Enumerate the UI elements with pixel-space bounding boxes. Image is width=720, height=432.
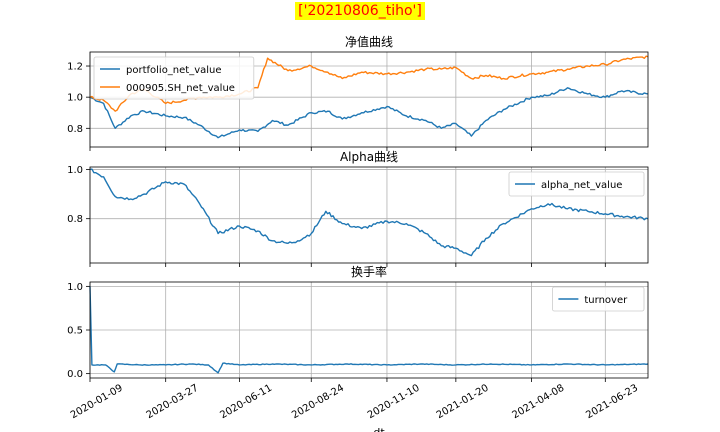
y-tick-label: 0.8 xyxy=(67,214,83,225)
panel-title: Alpha曲线 xyxy=(340,150,398,164)
figure-suptitle: ['20210806_tiho'] xyxy=(295,2,425,20)
x-tick-label: 2020-06-11 xyxy=(218,383,274,422)
y-tick-label: 1.0 xyxy=(67,165,83,176)
legend-label: portfolio_net_value xyxy=(126,65,222,76)
axes-frame-3 xyxy=(89,281,649,379)
x-tick-label: 2021-06-23 xyxy=(584,383,640,422)
x-tick-label: 2020-01-09 xyxy=(69,383,125,422)
y-tick-label: 1.2 xyxy=(67,62,83,73)
x-tick-label: 2020-08-24 xyxy=(290,383,346,422)
legend-label: turnover xyxy=(584,295,628,306)
y-tick-label: 0.8 xyxy=(67,124,83,135)
x-tick-label: 2021-01-20 xyxy=(435,383,491,422)
y-tick-label: 0.0 xyxy=(67,369,83,380)
panel-title: 净值曲线 xyxy=(345,34,393,49)
x-tick-label: 2020-03-27 xyxy=(145,383,201,422)
series-line-turnover xyxy=(89,286,649,374)
x-tick-label: 2020-11-10 xyxy=(366,383,422,422)
legend-box-1 xyxy=(93,56,255,100)
y-tick-label: 1.0 xyxy=(67,93,83,104)
panel-title: 换手率 xyxy=(351,264,387,279)
series-line-portfolio_net_value xyxy=(89,87,649,139)
y-tick-label: 0.5 xyxy=(67,326,83,337)
axes-frame-1 xyxy=(89,51,649,148)
axes-frame-2 xyxy=(89,166,649,264)
legend-box-2 xyxy=(508,171,645,197)
y-tick-label: 1.0 xyxy=(67,282,83,293)
x-tick-label: 2021-04-08 xyxy=(510,383,566,422)
suptitle-box: ['20210806_tiho'] xyxy=(0,0,720,20)
legend-label: 000905.SH_net_value xyxy=(126,83,235,94)
legend-label: alpha_net_value xyxy=(541,180,622,191)
series-line-000905.SH_net_value xyxy=(89,55,649,112)
series-line-alpha_net_value xyxy=(89,168,649,257)
legend-box-3 xyxy=(552,286,645,312)
x-axis-label: dt xyxy=(373,426,385,432)
